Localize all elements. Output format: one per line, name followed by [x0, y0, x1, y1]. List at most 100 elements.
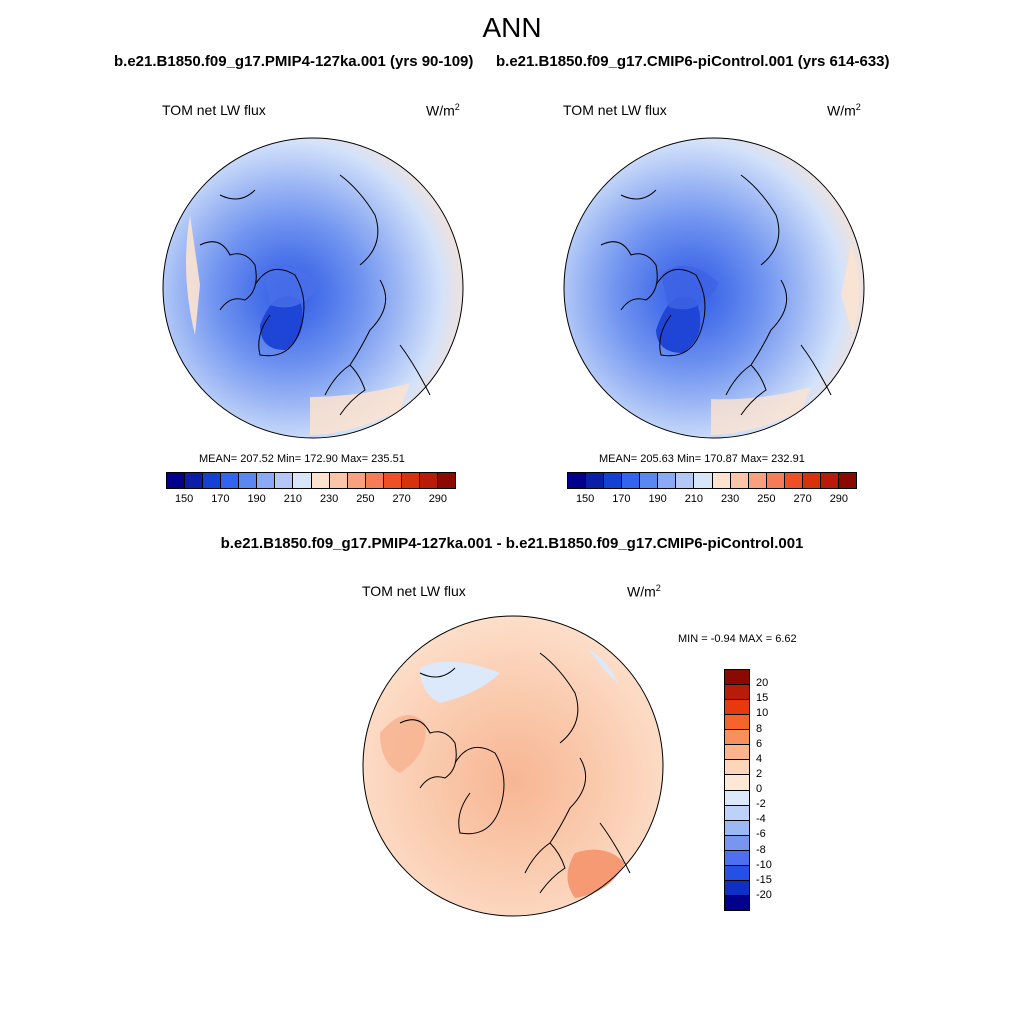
diff-colorbar-label: -20 [756, 888, 772, 901]
diff-colorbar-swatch [725, 685, 749, 701]
diff-colorbar-label: -2 [756, 798, 766, 811]
right-colorbar [567, 472, 857, 489]
diff-coastlines [399, 652, 631, 894]
right-colorbar-swatch [676, 473, 695, 488]
diff-colorbar-label: -15 [756, 873, 772, 886]
left-colorbar-label: 290 [428, 493, 448, 505]
left-colorbar-label: 170 [211, 493, 230, 505]
right-colorbar-label: 150 [575, 493, 595, 505]
diff-colorbar-label: 20 [756, 677, 769, 690]
diff-colorbar-swatch [725, 835, 749, 851]
diff-colorbar-swatch [725, 775, 749, 791]
left-colorbar-swatch [437, 473, 455, 488]
diff-colorbar-label: 2 [756, 767, 763, 780]
diff-colorbar-swatch [725, 790, 749, 806]
left-colorbar-swatch [347, 473, 366, 488]
right-coastlines [600, 174, 832, 416]
right-stats: MEAN= 205.63 Min= 170.87 Max= 232.91 [599, 453, 805, 465]
left-variable-label: TOM net LW flux [162, 102, 266, 118]
left-colorbar-swatch [203, 473, 222, 488]
left-coastlines [199, 174, 431, 416]
right-colorbar-swatch [730, 473, 749, 488]
left-colorbar-swatch [329, 473, 348, 488]
diff-colorbar-label: 4 [756, 752, 763, 765]
left-colorbar-label: 150 [174, 493, 194, 505]
right-colorbar-label: 170 [612, 493, 631, 505]
right-colorbar-label: 250 [757, 493, 776, 505]
diff-variable-label: TOM net LW flux [362, 583, 466, 599]
diff-colorbar-label: 0 [756, 783, 763, 795]
left-colorbar [166, 472, 456, 489]
diff-colorbar-label: -10 [756, 858, 772, 871]
left-case-title: b.e21.B1850.f09_g17.PMIP4-127ka.001 (yrs… [114, 53, 474, 70]
left-colorbar-label: 230 [319, 493, 339, 505]
right-colorbar-label: 230 [720, 493, 740, 505]
diff-colorbar-swatch [725, 700, 749, 716]
diff-colorbar-label: 15 [756, 692, 769, 705]
right-variable-label: TOM net LW flux [563, 102, 667, 118]
diff-colorbar-swatch [725, 715, 749, 731]
left-units-label: W/m2 [426, 102, 460, 119]
diff-minmax: MIN = -0.94 MAX = 6.62 [678, 633, 797, 645]
right-colorbar-swatch [766, 473, 785, 488]
left-colorbar-swatch [239, 473, 258, 488]
diff-colorbar-label: 10 [756, 707, 769, 720]
diff-colorbar-label: -6 [756, 828, 766, 841]
diff-colorbar-labels: 20 15 10 8 6 4 2 0 -2 -4 -6 -8 -10 -15 -20 [756, 669, 796, 911]
right-colorbar-swatch [586, 473, 605, 488]
right-colorbar-swatch [748, 473, 767, 488]
left-colorbar-swatch [419, 473, 438, 488]
left-colorbar-swatch [185, 473, 204, 488]
right-colorbar-swatch [604, 473, 623, 488]
left-colorbar-swatch [167, 473, 186, 488]
left-colorbar-labels: 150 170 190 210 230 250 270 290 [166, 493, 456, 507]
right-polar-map [563, 137, 865, 439]
diff-colorbar-swatch [725, 880, 749, 896]
right-colorbar-swatch [640, 473, 659, 488]
left-polar-map [162, 137, 464, 439]
right-colorbar-swatch [784, 473, 803, 488]
left-colorbar-label: 190 [247, 493, 266, 505]
left-colorbar-label: 250 [356, 493, 375, 505]
diff-colorbar-swatch [725, 805, 749, 821]
left-colorbar-swatch [401, 473, 420, 488]
diff-colorbar-label: 8 [756, 722, 763, 735]
diff-colorbar-label: -4 [756, 813, 766, 826]
right-colorbar-swatch [568, 473, 587, 488]
left-colorbar-swatch [221, 473, 240, 488]
left-colorbar-swatch [383, 473, 402, 488]
diff-colorbar-swatch [725, 850, 749, 866]
right-units-label: W/m2 [827, 102, 861, 119]
left-colorbar-swatch [293, 473, 312, 488]
right-colorbar-labels: 150 170 190 210 230 250 270 290 [567, 493, 857, 507]
right-colorbar-label: 190 [648, 493, 667, 505]
right-colorbar-swatch [658, 473, 677, 488]
diff-colorbar-label: -8 [756, 843, 766, 856]
diff-title: b.e21.B1850.f09_g17.PMIP4-127ka.001 - b.… [220, 535, 804, 552]
right-colorbar-label: 270 [793, 493, 812, 505]
diff-colorbar-swatch [725, 760, 749, 776]
right-colorbar-swatch [838, 473, 856, 488]
diff-colorbar-swatch [725, 670, 749, 686]
left-colorbar-label: 270 [392, 493, 411, 505]
figure-title: ANN [482, 12, 542, 43]
diff-colorbar-swatch [725, 745, 749, 761]
right-colorbar-swatch [802, 473, 821, 488]
diff-colorbar-swatch [725, 820, 749, 836]
right-colorbar-swatch [712, 473, 731, 488]
diff-colorbar-label: 6 [756, 737, 763, 750]
right-colorbar-swatch [622, 473, 641, 488]
diff-polar-map [362, 615, 664, 917]
left-colorbar-swatch [257, 473, 276, 488]
left-colorbar-swatch [275, 473, 294, 488]
right-colorbar-swatch [694, 473, 713, 488]
right-colorbar-swatch [820, 473, 839, 488]
diff-colorbar-swatch [725, 895, 749, 910]
left-stats: MEAN= 207.52 Min= 172.90 Max= 235.51 [199, 453, 405, 465]
diff-colorbar-swatch [725, 865, 749, 881]
left-colorbar-swatch [311, 473, 330, 488]
right-case-title: b.e21.B1850.f09_g17.CMIP6-piControl.001 … [496, 53, 890, 70]
right-colorbar-label: 210 [684, 493, 704, 505]
left-colorbar-swatch [365, 473, 384, 488]
left-colorbar-label: 210 [283, 493, 303, 505]
